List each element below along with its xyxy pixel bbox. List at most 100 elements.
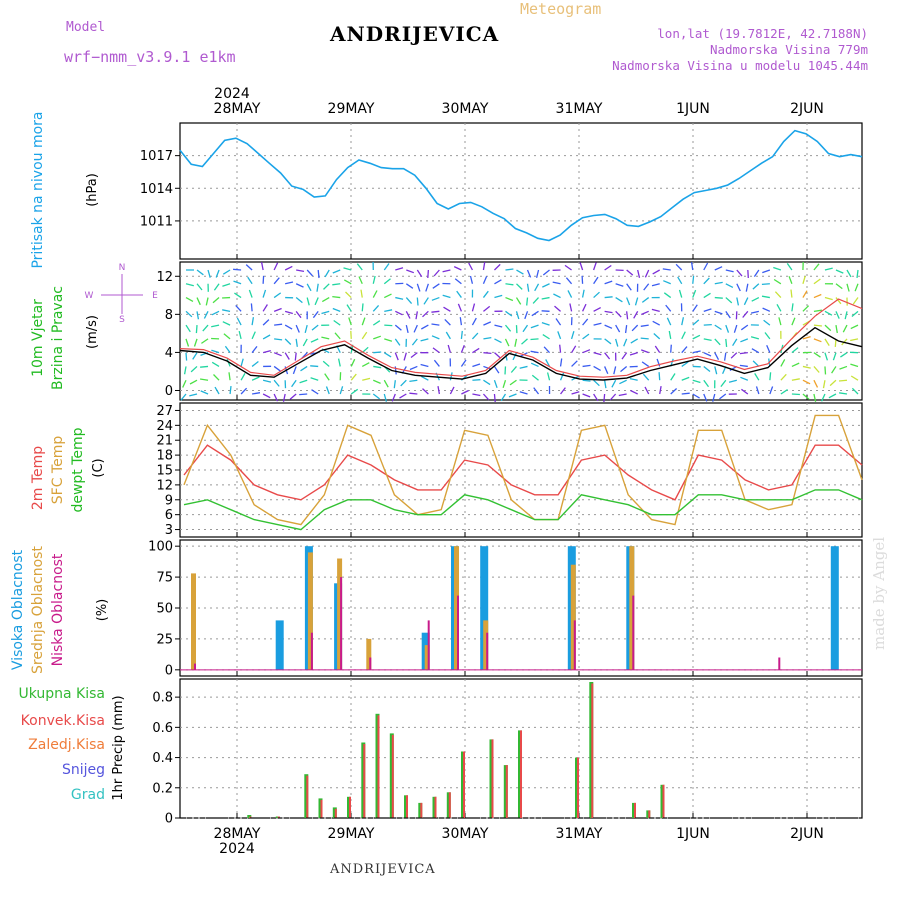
wind-barb [640, 337, 649, 340]
wind-barb [292, 366, 297, 375]
cloud-bar [480, 546, 489, 670]
wind-barb [236, 317, 242, 326]
wind-barb [846, 269, 852, 278]
wind-barb [839, 392, 848, 395]
wind-speed-line [179, 326, 863, 381]
precip-panel: 0 0.2 0.4 0.6 0.8 [152, 678, 863, 827]
wind-barb [633, 311, 639, 319]
wind-barb [306, 297, 310, 306]
wind-barb [433, 359, 440, 367]
wind-barb [250, 303, 253, 312]
wind-barb [395, 296, 404, 300]
wind-barb [482, 290, 489, 298]
wind-barb [846, 283, 850, 292]
wind-barb [223, 333, 231, 340]
pressure-label: Pritisak na nivou mora [30, 111, 46, 268]
wind-barb [229, 386, 232, 395]
wind-barb [582, 393, 591, 398]
wind-barb [185, 283, 194, 287]
wind-barb [423, 297, 429, 305]
wind-barb [214, 386, 220, 395]
wind-barb [515, 297, 522, 305]
wind-barb [856, 269, 859, 278]
wind-barb [291, 379, 297, 388]
wind-barb [670, 388, 678, 395]
wind-barb [409, 379, 418, 383]
wind-barb [634, 297, 639, 306]
wind-barb [273, 292, 282, 299]
wind-barb [802, 379, 811, 385]
wind-barb [444, 318, 451, 326]
wind-barb [530, 324, 539, 329]
wind-barb [831, 366, 837, 374]
wind-barb [604, 296, 613, 299]
cloud-bar [427, 620, 430, 670]
wind-barb [273, 262, 279, 271]
wind-barb [185, 296, 194, 302]
wind-barb [505, 283, 514, 286]
wind-barb [299, 393, 308, 396]
wind-barb [652, 320, 661, 326]
wind-barb [201, 338, 209, 344]
wind-barb [437, 385, 441, 395]
wind-barb [185, 352, 188, 361]
wind-barb [630, 389, 638, 395]
wind-barb [740, 338, 749, 343]
wind-barb [753, 269, 760, 277]
y-tick-label: 25 [156, 632, 173, 647]
wind-barb [409, 392, 418, 395]
wind-barb [736, 297, 740, 306]
wind-barb [304, 324, 308, 334]
wind-barb [752, 283, 760, 290]
wind-barb [761, 295, 770, 299]
wind-barb [824, 338, 830, 346]
cloud-bar [629, 546, 635, 670]
precip-convective-bar [334, 808, 337, 818]
lonlat-text: lon,lat (19.7812E, 42.7188N) [657, 26, 868, 41]
wind-barb [323, 283, 330, 290]
wind-barb [763, 319, 771, 326]
wind-barb [615, 297, 623, 303]
wind-barb [530, 362, 539, 368]
wind-barb [502, 380, 507, 388]
wind-barb [505, 310, 513, 317]
wind-barb [593, 393, 599, 402]
cloud-bar [483, 620, 489, 670]
wind-barb [741, 388, 749, 395]
wind-barb [182, 379, 187, 388]
wind-barb [593, 352, 602, 356]
wind-barb [494, 324, 503, 328]
wind-barb [317, 269, 320, 279]
wind-barb [615, 283, 624, 287]
wind-barb [851, 387, 859, 395]
wind-barb [662, 268, 671, 271]
wind-barb [631, 324, 639, 332]
wind-barb [750, 310, 759, 314]
wind-barb [211, 361, 220, 368]
wind-barb [296, 269, 305, 273]
wind-barb [361, 303, 364, 312]
temp-label-2m: 2m Temp [30, 446, 46, 510]
wind-barb [228, 372, 231, 381]
wind-barb [751, 296, 760, 302]
wind-barb [593, 379, 600, 387]
wind-barb [461, 389, 469, 395]
wind-barb [813, 393, 817, 402]
wind-barb [626, 283, 632, 291]
top-day-label: 2JUN [790, 101, 824, 117]
wind-barb [273, 379, 280, 387]
wind-barb [542, 269, 550, 276]
wind-barb [372, 275, 376, 284]
wind-barb [505, 296, 514, 302]
wind-barb [251, 392, 261, 395]
wind-barb [835, 283, 843, 290]
wind-barb [626, 311, 629, 320]
precip-convective-bar [463, 751, 465, 818]
wind-barb [822, 380, 826, 389]
cloud-bar [194, 663, 196, 670]
wind-barb [723, 352, 727, 361]
wind-barb [306, 269, 314, 277]
wind-barb [512, 352, 518, 361]
wind-barb [431, 323, 440, 326]
